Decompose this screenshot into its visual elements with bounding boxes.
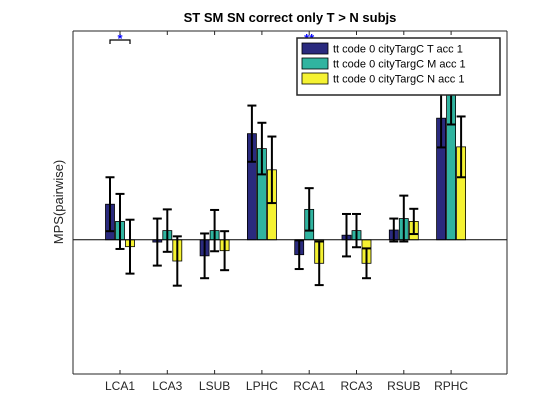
error-bar-rca1-series-3 <box>314 240 324 287</box>
legend-label-3: tt code 0 cityTargC N acc 1 <box>333 74 464 86</box>
x-tick-label-lsub: LSUB <box>199 379 230 393</box>
error-bar-rca3-series-1 <box>342 212 351 258</box>
legend[interactable]: tt code 0 cityTargC T acc 1 tt code 0 cit… <box>296 37 501 96</box>
y-axis-label: MPS(pairwise) <box>51 160 66 245</box>
error-bar-lca1-series-3 <box>125 218 135 275</box>
x-tick-label-rsub: RSUB <box>387 379 420 393</box>
error-bar-group <box>105 58 466 287</box>
error-bar-rca1-series-1 <box>294 239 304 271</box>
error-bar-lsub-series-2 <box>210 208 220 253</box>
chart-title: ST SM SN correct only T > N subjs <box>184 10 397 25</box>
x-tick-label-rphc: RPHC <box>434 379 468 393</box>
axes-frame <box>72 30 508 375</box>
error-bar-rca3-series-3 <box>362 247 371 280</box>
x-tick-label-lca1: LCA1 <box>105 379 135 393</box>
error-bar-lca1-series-1 <box>105 176 115 233</box>
error-bar-rsub-series-1 <box>389 217 399 243</box>
legend-label-2: tt code 0 cityTargC M acc 1 <box>333 59 466 71</box>
x-tick-labels: LCA1 LCA3 LSUB LPHC RCA1 RCA3 RSUB RPHC <box>105 31 468 393</box>
error-bar-rca3-series-2 <box>352 212 361 249</box>
x-tick-label-lphc: LPHC <box>246 379 278 393</box>
error-bar-lca3-series-3 <box>172 235 182 287</box>
error-bar-lca3-series-2 <box>162 208 172 253</box>
error-bar-lphc-series-1 <box>247 104 257 163</box>
legend-label-1: tt code 0 cityTargC T acc 1 <box>333 44 463 56</box>
significance-marker-lca1: * <box>117 31 123 46</box>
legend-swatch-2 <box>301 57 329 70</box>
legend-box <box>296 37 501 96</box>
significance-bracket <box>109 39 131 44</box>
error-bar-lsub-series-1 <box>200 232 210 280</box>
error-bar-rphc-series-3 <box>456 115 466 179</box>
x-tick-label-rca1: RCA1 <box>293 379 325 393</box>
error-bar-lphc-series-3 <box>267 135 277 205</box>
error-bar-rsub-series-3 <box>409 207 419 236</box>
x-tick-label-rca3: RCA3 <box>340 379 372 393</box>
error-bar-lca3-series-1 <box>152 217 162 267</box>
error-bar-lphc-series-2 <box>257 121 267 176</box>
error-bar-rca1-series-2 <box>304 187 314 232</box>
error-bar-rsub-series-2 <box>399 194 409 243</box>
legend-swatch-1 <box>301 42 329 55</box>
x-tick-label-lca3: LCA3 <box>152 379 182 393</box>
legend-swatch-3 <box>301 72 329 85</box>
error-bar-lsub-series-3 <box>220 230 230 272</box>
